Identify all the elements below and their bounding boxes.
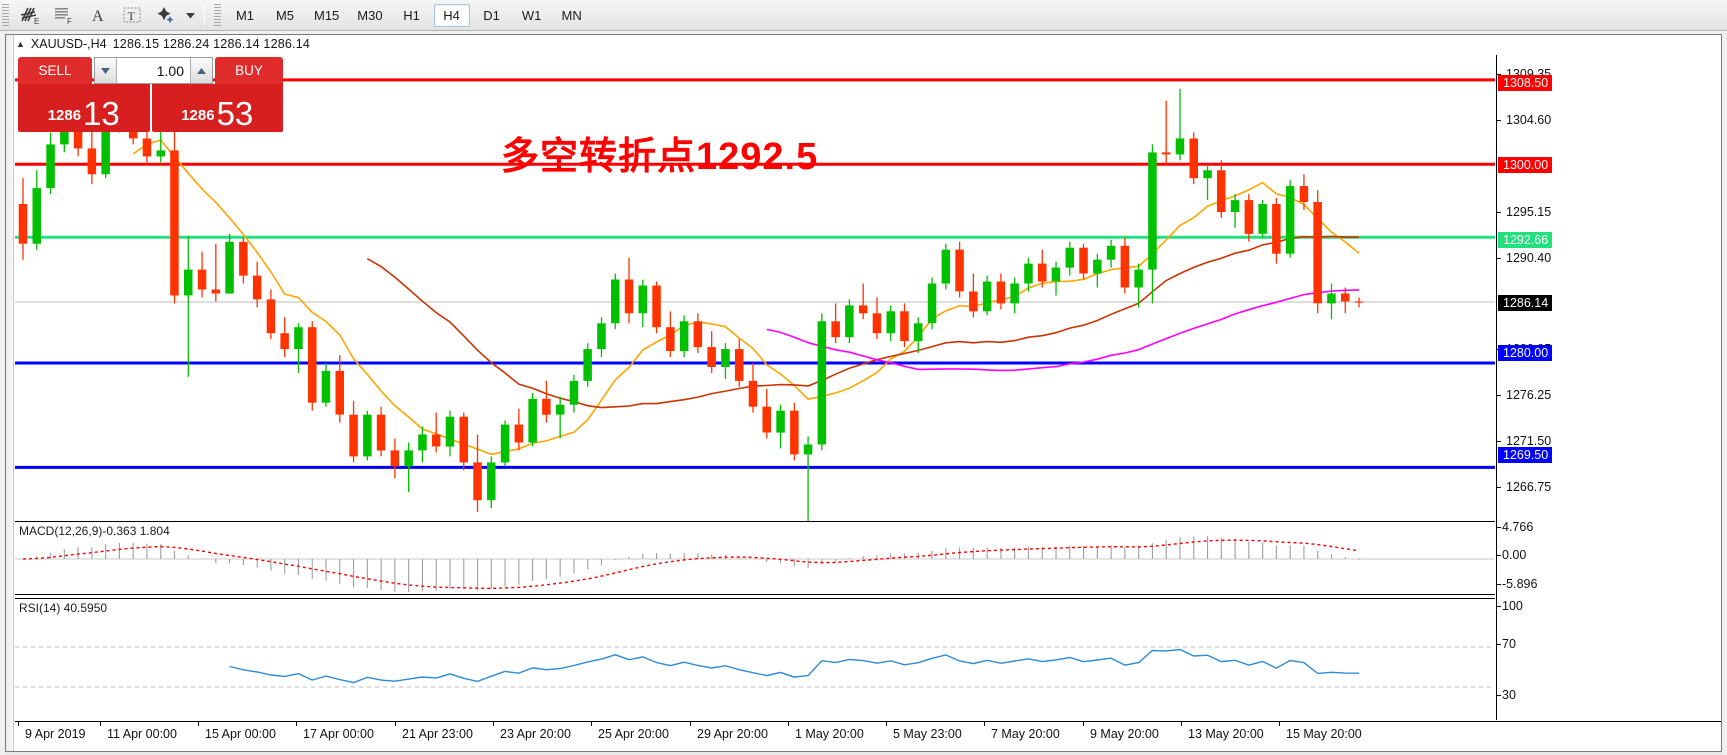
rsi-canvas [15, 646, 1495, 688]
macd-tick: 4.766 [1497, 520, 1533, 534]
sell-button[interactable]: SELL [18, 57, 92, 84]
time-tick-label: 15 May 20:00 [1279, 721, 1362, 741]
svg-text:T: T [128, 9, 136, 23]
chart-frame: ▲ XAUUSD-,H4 1286.15 1286.24 1286.14 128… [5, 34, 1722, 752]
symbol-name: XAUUSD-,H4 [30, 37, 107, 51]
toolbar-separator [204, 4, 205, 26]
timeframe-m30[interactable]: M30 [357, 7, 383, 23]
rsi-tick: 30 [1497, 688, 1516, 702]
time-tick-label: 23 Apr 20:00 [493, 721, 571, 741]
timeframe-m1[interactable]: M1 [235, 7, 255, 23]
vertical-scroll-rail[interactable] [6, 35, 14, 751]
timeframe-m5[interactable]: M5 [275, 7, 295, 23]
text-box-icon[interactable]: T [115, 1, 149, 30]
volume-decrement-icon[interactable] [95, 58, 117, 83]
sell-price-box[interactable]: 1286 13 [18, 84, 150, 132]
time-tick-label: 11 Apr 00:00 [100, 721, 177, 741]
timeframe-h1[interactable]: H1 [403, 7, 420, 23]
price-chart-canvas [15, 78, 1495, 522]
svg-text:F: F [67, 17, 72, 25]
oct-top-row: SELL 1.00 BUY [18, 57, 283, 84]
toolbar-grip[interactable] [2, 4, 9, 26]
timeframe-grip[interactable] [214, 4, 221, 26]
macd-tick: 0.00 [1497, 548, 1526, 562]
timeframe-mn[interactable]: MN [561, 7, 582, 23]
time-tick-label: 1 May 20:00 [788, 721, 864, 741]
symbol-header: ▲ XAUUSD-,H4 1286.15 1286.24 1286.14 128… [16, 37, 310, 51]
time-tick-label: 9 May 20:00 [1083, 721, 1159, 741]
ohlc-values: 1286.15 1286.24 1286.14 1286.14 [112, 37, 310, 51]
rsi-tick: 70 [1497, 637, 1516, 651]
time-tick-label: 5 May 23:00 [886, 721, 962, 741]
price-tick: 1304.60 [1497, 113, 1551, 127]
price-tick: 1271.50 [1497, 434, 1551, 448]
timeframe-d1[interactable]: D1 [483, 7, 500, 23]
volume-increment-icon[interactable] [190, 58, 212, 83]
rsi-label: RSI(14) 40.5950 [19, 601, 108, 615]
rsi-tick: 100 [1497, 599, 1523, 613]
time-tick-label: 9 Apr 2019 [17, 721, 86, 741]
rsi-pane[interactable]: RSI(14) 40.5950 [15, 598, 1495, 720]
price-level-tag[interactable]: 1308.50 [1498, 75, 1553, 91]
collapse-triangle-icon[interactable]: ▲ [16, 38, 25, 49]
buy-price-digits: 53 [216, 95, 254, 132]
timeframe-h4[interactable]: H4 [433, 3, 470, 27]
time-tick-label: 7 May 20:00 [984, 721, 1060, 741]
timeframe-w1[interactable]: W1 [521, 7, 542, 23]
time-tick-label: 17 Apr 00:00 [296, 721, 374, 741]
buy-button[interactable]: BUY [215, 57, 283, 84]
svg-text:E: E [34, 17, 39, 25]
macd-tick: -5.896 [1497, 577, 1537, 591]
timeframe-m15[interactable]: M15 [314, 7, 340, 23]
volume-value[interactable]: 1.00 [156, 62, 184, 79]
time-tick-label: 21 Apr 23:00 [395, 721, 473, 741]
price-tick: 1290.40 [1497, 251, 1551, 265]
time-tick-label: 13 May 20:00 [1181, 721, 1264, 741]
svg-text:A: A [92, 8, 104, 25]
time-tick-label: 25 Apr 20:00 [591, 721, 669, 741]
indicator-list-icon[interactable]: F [47, 1, 81, 30]
time-scale[interactable]: 9 Apr 2019 11 Apr 00:00 15 Apr 00:00 17 Apr… [15, 721, 1721, 751]
text-label-icon[interactable]: A [81, 1, 115, 30]
time-tick-label: 29 Apr 20:00 [690, 721, 768, 741]
horizontal-scrollbar[interactable] [5, 752, 1722, 755]
sell-price-prefix: 1286 [47, 107, 82, 124]
volume-stepper[interactable]: 1.00 [94, 57, 213, 84]
price-tick: 1276.25 [1497, 388, 1551, 402]
price-level-tag[interactable]: 1300.00 [1498, 157, 1553, 173]
macd-canvas [15, 536, 1495, 593]
macd-label: MACD(12,26,9)-0.363 1.804 [19, 524, 170, 538]
time-tick-label: 15 Apr 00:00 [198, 721, 276, 741]
sell-price-digits: 13 [83, 95, 120, 132]
price-scale[interactable]: 1309.351304.601295.151290.401280.951276.… [1496, 55, 1721, 720]
macd-pane[interactable]: MACD(12,26,9)-0.363 1.804 [15, 521, 1495, 595]
one-click-trading-panel[interactable]: SELL 1.00 BUY 1286 13 1 [18, 57, 283, 132]
buy-price-prefix: 1286 [181, 107, 215, 124]
oct-price-row: 1286 13 1286 53 [18, 84, 283, 132]
expert-advisor-icon[interactable]: E [13, 1, 47, 30]
price-tick: 1295.15 [1497, 205, 1551, 219]
price-level-tag[interactable]: 1280.00 [1498, 345, 1553, 361]
objects-dropdown-icon[interactable] [183, 1, 197, 30]
price-pane[interactable]: 多空转折点1292.5 [15, 55, 1495, 522]
price-tick: 1266.75 [1497, 480, 1551, 494]
chart-annotation-text: 多空转折点1292.5 [501, 136, 819, 178]
price-level-tag[interactable]: 1292.66 [1498, 232, 1553, 248]
objects-icon[interactable] [149, 1, 183, 30]
price-level-tag[interactable]: 1286.14 [1498, 295, 1553, 311]
buy-price-box[interactable]: 1286 53 [151, 84, 283, 132]
main-toolbar: E F A T [0, 0, 1727, 31]
price-level-tag[interactable]: 1269.50 [1498, 447, 1553, 463]
